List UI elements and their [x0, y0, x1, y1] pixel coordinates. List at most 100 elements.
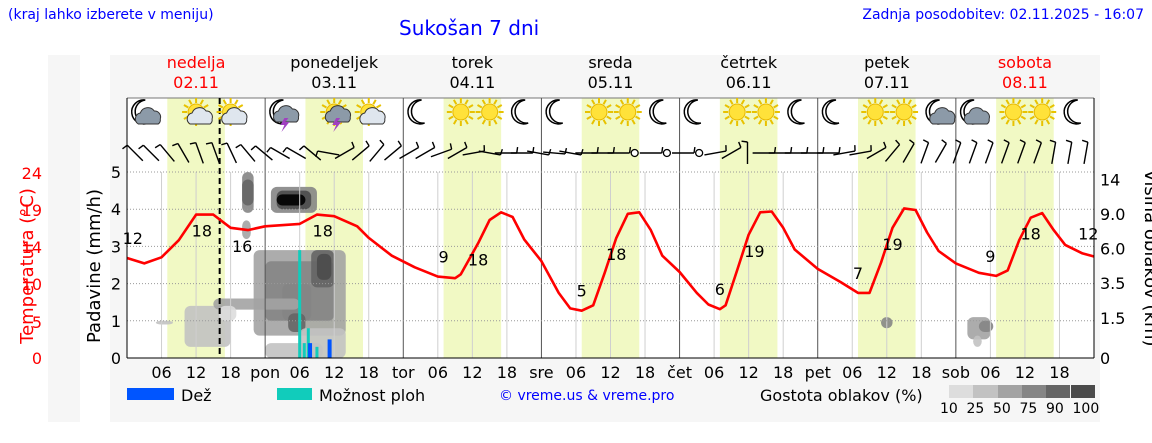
- temp-tick-label: 5: [32, 313, 42, 332]
- wind-barb: [369, 139, 385, 162]
- x-tick-label: 06: [566, 363, 586, 382]
- moon-icon: [821, 99, 840, 125]
- x-tick-label: 18: [220, 363, 240, 382]
- sun-cloud-icon: [182, 98, 213, 126]
- x-tick-label: čet: [667, 363, 692, 382]
- density-scale-label: 50: [993, 401, 1011, 417]
- density-swatch: [1021, 385, 1047, 398]
- day-name: četrtek: [720, 53, 778, 72]
- sun-icon: [613, 98, 642, 126]
- x-tick-label: 12: [1015, 363, 1035, 382]
- day-header: sreda 05.11: [551, 53, 671, 92]
- wind-barb: [984, 139, 994, 164]
- temperature-data-label: 16: [232, 237, 252, 256]
- day-name: sobota: [997, 53, 1052, 72]
- temperature-data-label: 7: [853, 264, 863, 283]
- wind-barb: [447, 141, 468, 160]
- wind-barb: [866, 141, 887, 160]
- temperature-data-label: 6: [715, 280, 725, 299]
- x-tick-label: 18: [773, 363, 793, 382]
- temperature-data-label: 9: [438, 248, 448, 267]
- wind-barb: [920, 139, 930, 164]
- moon-icon: [510, 99, 529, 125]
- wind-calm-marker: [630, 148, 639, 158]
- sun-icon: [584, 98, 613, 126]
- wind-barb: [384, 140, 402, 161]
- wind-barb: [607, 146, 632, 154]
- wind-barb: [639, 146, 664, 154]
- wind-barb: [1000, 139, 1010, 164]
- page-title: Sukošan 7 dni: [399, 16, 540, 40]
- legend-rain-swatch: [127, 388, 174, 400]
- temperature-data-label: 9: [985, 247, 995, 266]
- day-header: četrtek 06.11: [689, 53, 809, 92]
- x-tick-label: 12: [738, 363, 758, 382]
- cloud-height-tick-label: 9.0: [1100, 205, 1125, 224]
- temperature-data-label: 18: [1021, 225, 1041, 244]
- sun-icon: [861, 98, 890, 126]
- day-date: 04.11: [449, 73, 496, 92]
- wind-barb: [1049, 139, 1057, 164]
- cloud-height-tick-label: 1.5: [1100, 309, 1125, 328]
- cloud-density-cell: [276, 194, 306, 206]
- cloud-density-cell: [265, 343, 323, 358]
- day-date: 03.11: [311, 73, 358, 92]
- x-tick-label: 12: [600, 363, 620, 382]
- wind-calm-marker: [694, 148, 704, 158]
- wind-barb: [817, 146, 841, 154]
- temp-tick-label: 19: [22, 201, 42, 220]
- x-tick-label: 12: [462, 363, 482, 382]
- x-tick-label: 18: [911, 363, 931, 382]
- wind-barb: [154, 143, 175, 162]
- wind-barb: [952, 139, 962, 164]
- density-scale-label: 100: [1072, 401, 1100, 417]
- wind-barb: [334, 141, 355, 160]
- cloud-density-cell: [316, 253, 332, 280]
- temperature-data-label: 5: [577, 282, 587, 301]
- day-date: 08.11: [1002, 73, 1048, 92]
- temperature-data-label: 12: [1078, 224, 1098, 243]
- precip-tick-label: 3: [111, 237, 121, 256]
- wind-barb: [221, 142, 238, 164]
- x-tick-label: 18: [1049, 363, 1069, 382]
- wind-barb: [849, 145, 872, 156]
- sun-icon: [751, 98, 780, 126]
- sun-icon: [890, 98, 919, 126]
- wind-barb: [205, 141, 221, 164]
- menu-hint-link[interactable]: (kraj lahko izberete v meniju): [8, 7, 214, 23]
- density-swatch: [1070, 385, 1095, 398]
- wind-barb: [1033, 139, 1043, 164]
- wind-barb: [741, 140, 749, 164]
- sun-icon: [999, 98, 1028, 126]
- wind-barb: [543, 147, 568, 155]
- day-date: 07.11: [863, 73, 910, 92]
- day-name: nedelja: [166, 53, 226, 72]
- temperature-series: 12 18 16 18 9 18 5 18 6 19 7 19 9 18 12: [123, 207, 1098, 313]
- wind-barb: [1017, 139, 1026, 164]
- density-scale-label: 75: [1019, 401, 1038, 417]
- wind-barb: [266, 146, 290, 160]
- moon-icon: [787, 99, 805, 125]
- moon-cloud-icon: [131, 99, 162, 125]
- wind-barb-row: [122, 139, 1089, 164]
- wind-barb: [559, 148, 584, 156]
- sun-icon: [475, 98, 504, 126]
- temperature-data-label: 18: [468, 250, 488, 269]
- cloud-height-tick-label: 0: [1100, 349, 1110, 368]
- moon-storm-icon: [269, 99, 300, 132]
- density-scale-label: 10: [940, 401, 958, 417]
- density-swatch: [949, 385, 974, 398]
- credit-link[interactable]: © vreme.us & vreme.pro: [499, 388, 675, 404]
- temp-axis-title: Temperatura (°C): [17, 188, 38, 345]
- wind-barb: [415, 141, 436, 160]
- left-axis-panel: [48, 55, 80, 422]
- day-header: ponedeljek 03.11: [274, 53, 394, 92]
- wind-barb: [902, 139, 915, 163]
- density-legend-label: Gostota oblakov (%): [760, 386, 923, 405]
- x-tick-label: 18: [635, 363, 655, 382]
- x-tick-label: sre: [529, 363, 553, 382]
- wind-barb: [478, 148, 503, 156]
- x-tick-label: sob: [942, 363, 970, 382]
- wind-barb: [1065, 139, 1073, 164]
- shower-bar: [315, 346, 319, 358]
